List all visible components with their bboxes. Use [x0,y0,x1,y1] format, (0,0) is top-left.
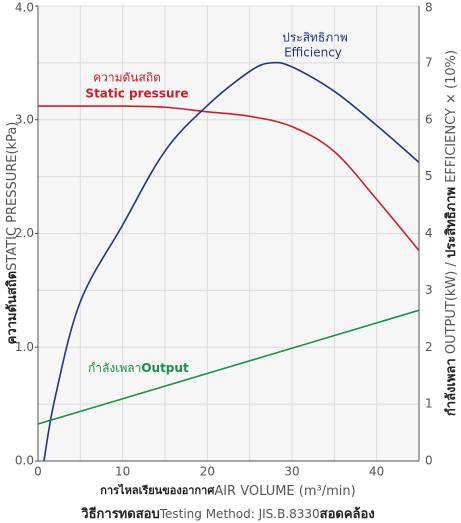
y2-tick-label: 0 [425,454,433,468]
x-axis-label: การไหลเรียนของอากาศAIR VOLUME (m³/min) [100,483,355,499]
ticks: 0 10 20 30 40 0.0 1.0 2.0 3.0 4.0 0 1 2 3 4 5 6 7 8 [15,1,433,479]
y2-tick-label: 5 [425,169,433,183]
label-part: สอดคล้อง [320,506,375,522]
label-part: STATIC PRESSURE(kPa) [5,122,20,271]
y2-tick-label: 7 [425,55,433,69]
y2-tick-label: 1 [425,397,433,411]
y-tick-label: 2.0 [15,226,34,240]
label-part: Testing Method: JIS.B.8330 [159,507,320,521]
x-tick-label: 20 [200,465,215,479]
y2-tick-label: 3 [425,283,433,297]
label-part: AIR VOLUME (m³/min) [214,484,355,499]
label-part: OUTPUT(kW) / [444,258,459,358]
series-line [43,61,420,462]
annotation: กำลังเพลาOutput [88,361,189,375]
x-tick-label: 10 [115,465,130,479]
y-tick-label: 4.0 [15,1,34,15]
y2-tick-label: 2 [425,340,433,354]
annotation: Efficiency [284,46,342,60]
annotation-part: กำลังเพลา [88,361,141,375]
y2-tick-label: 4 [425,226,433,240]
label-part: การไหลเรียนของอากาศ [100,483,215,497]
label-part: วิธีการทดสอบ [81,506,160,522]
x-tick-label: 40 [369,465,384,479]
y-tick-label: 0.0 [15,454,34,468]
y-axis-label: ความดันสถิตSTATIC PRESSURE(kPa) [5,122,20,345]
x-tick-label: 0 [34,465,42,479]
annotation: Static pressure [85,87,188,101]
y2-axis-label: กำลังเพลา OUTPUT(kW) / ประสิทธิภาพ EFFIC… [443,50,459,416]
series-line [37,309,420,425]
y-tick-label: 3.0 [15,112,34,126]
y2-tick-label: 8 [425,1,433,15]
series-line [38,105,420,252]
label-part: ความดันสถิต [5,271,20,344]
y2-tick-label: 6 [425,112,433,126]
annotation: ความดันสถิต [93,71,161,85]
label-part: EFFICIENCY × (10%) [444,50,459,187]
y-tick-label: 1.0 [15,340,34,354]
annotation-part: Output [141,361,189,375]
x-tick-label: 30 [284,465,299,479]
label-part: กำลังเพลา [443,358,459,416]
lines [37,61,420,462]
annotation: ประสิทธิภาพ [282,31,348,45]
label-part: ประสิทธิภาพ [444,187,459,258]
footnote: วิธีการทดสอบTesting Method: JIS.B.8330สอ… [81,506,375,522]
